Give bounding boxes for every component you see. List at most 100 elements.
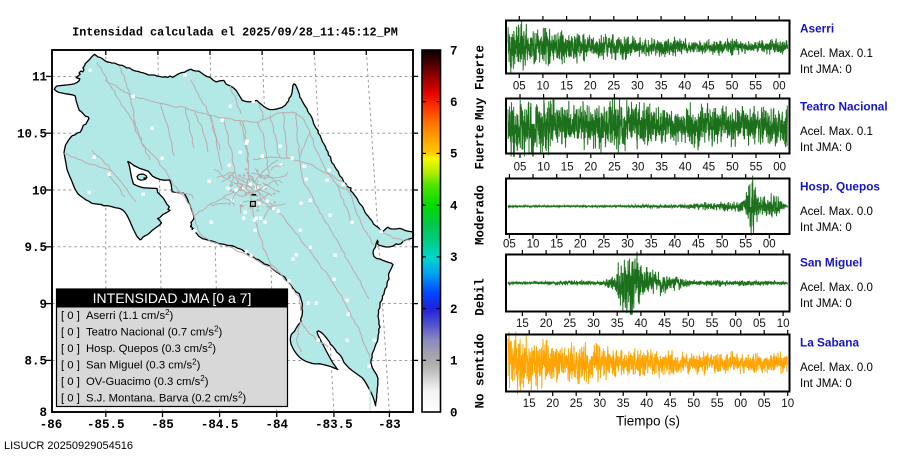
svg-text:Muy Fuerte: Muy Fuerte [474, 45, 488, 120]
svg-text:15: 15 [516, 318, 529, 330]
svg-text:Hosp. Quepos: Hosp. Quepos [800, 180, 880, 194]
svg-text:00: 00 [734, 398, 747, 410]
svg-text:45: 45 [702, 162, 715, 174]
svg-text:Acel. Max. 0.0: Acel. Max. 0.0 [800, 206, 873, 218]
svg-text:8: 8 [39, 406, 47, 420]
svg-text:05: 05 [514, 162, 527, 174]
svg-text:[ 0 ]: [ 0 ] [61, 343, 80, 355]
svg-text:S.J. Montana. Barva (0.2 cm/s2: S.J. Montana. Barva (0.2 cm/s2) [86, 391, 246, 405]
svg-text:No sentido: No sentido [474, 333, 488, 408]
svg-text:-85: -85 [151, 418, 174, 432]
svg-text:25: 25 [607, 81, 620, 93]
svg-text:55: 55 [739, 239, 752, 251]
svg-text:Teatro Nacional: Teatro Nacional [800, 100, 888, 114]
svg-text:40: 40 [640, 398, 653, 410]
svg-text:Moderado: Moderado [474, 185, 488, 245]
svg-text:20: 20 [584, 81, 597, 93]
svg-text:Debil: Debil [474, 278, 488, 316]
svg-text:Fuerte: Fuerte [474, 124, 488, 169]
svg-text:05: 05 [753, 318, 766, 330]
svg-text:20: 20 [574, 239, 587, 251]
svg-text:11: 11 [32, 71, 47, 85]
svg-text:Acel. Max. 0.0: Acel. Max. 0.0 [800, 282, 873, 294]
svg-text:55: 55 [749, 81, 762, 93]
svg-text:45: 45 [692, 239, 705, 251]
svg-text:Int JMA: 0: Int JMA: 0 [800, 298, 852, 310]
svg-text:05: 05 [758, 398, 771, 410]
svg-text:10: 10 [32, 184, 47, 198]
svg-text:40: 40 [679, 162, 692, 174]
svg-text:-84.5: -84.5 [201, 418, 239, 432]
svg-text:Aserri: Aserri [800, 22, 834, 36]
svg-text:10: 10 [537, 81, 550, 93]
svg-text:Aserri (1.1 cm/s2): Aserri (1.1 cm/s2) [86, 308, 174, 322]
svg-text:05: 05 [503, 239, 516, 251]
svg-text:8.5: 8.5 [24, 355, 47, 369]
svg-text:55: 55 [711, 398, 724, 410]
svg-text:30: 30 [621, 239, 634, 251]
svg-text:55: 55 [750, 162, 763, 174]
svg-text:La Sabana: La Sabana [800, 336, 859, 350]
svg-text:50: 50 [716, 239, 729, 251]
svg-text:-83: -83 [378, 418, 401, 432]
svg-text:20: 20 [584, 162, 597, 174]
svg-text:20: 20 [540, 318, 553, 330]
svg-text:Acel. Max. 0.1: Acel. Max. 0.1 [800, 126, 873, 138]
svg-text:6: 6 [450, 96, 458, 110]
svg-text:35: 35 [655, 81, 668, 93]
svg-text:05: 05 [513, 81, 526, 93]
svg-text:9: 9 [39, 298, 47, 312]
svg-text:25: 25 [563, 318, 576, 330]
svg-text:50: 50 [726, 162, 739, 174]
svg-text:15: 15 [523, 398, 536, 410]
svg-text:45: 45 [658, 318, 671, 330]
svg-text:30: 30 [593, 398, 606, 410]
svg-text:Int JMA: 0: Int JMA: 0 [800, 378, 852, 390]
svg-text:25: 25 [608, 162, 621, 174]
svg-text:5: 5 [450, 148, 458, 162]
svg-text:INTENSIDAD JMA [0 a 7]: INTENSIDAD JMA [0 a 7] [93, 290, 252, 306]
svg-text:00: 00 [729, 318, 742, 330]
svg-text:00: 00 [763, 239, 776, 251]
svg-text:[ 0 ]: [ 0 ] [61, 310, 80, 322]
svg-text:Int JMA: 0: Int JMA: 0 [800, 64, 852, 76]
svg-text:1: 1 [450, 355, 458, 369]
svg-text:30: 30 [587, 318, 600, 330]
svg-text:30: 30 [632, 162, 645, 174]
svg-text:50: 50 [682, 318, 695, 330]
svg-text:40: 40 [678, 81, 691, 93]
svg-text:10: 10 [777, 318, 790, 330]
svg-text:50: 50 [726, 81, 739, 93]
svg-text:[ 0 ]: [ 0 ] [61, 327, 80, 339]
svg-text:San Miguel: San Miguel [800, 256, 862, 270]
svg-text:7: 7 [450, 44, 458, 58]
svg-text:Teatro Nacional (0.7 cm/s2): Teatro Nacional (0.7 cm/s2) [86, 325, 223, 339]
svg-text:25: 25 [598, 239, 611, 251]
svg-text:0: 0 [450, 406, 458, 420]
svg-text:-83.5: -83.5 [315, 418, 353, 432]
svg-text:-85.5: -85.5 [87, 418, 125, 432]
svg-text:40: 40 [635, 318, 648, 330]
svg-text:10: 10 [537, 162, 550, 174]
svg-text:[ 0 ]: [ 0 ] [61, 360, 80, 372]
svg-text:4: 4 [450, 199, 458, 213]
svg-text:Intensidad calculada el 2025/0: Intensidad calculada el 2025/09/28_11:45… [72, 26, 398, 40]
svg-text:20: 20 [546, 398, 559, 410]
svg-text:35: 35 [617, 398, 630, 410]
svg-text:30: 30 [631, 81, 644, 93]
svg-text:00: 00 [773, 81, 786, 93]
svg-text:55: 55 [706, 318, 719, 330]
svg-text:9.5: 9.5 [24, 241, 47, 255]
svg-text:15: 15 [560, 81, 573, 93]
svg-text:35: 35 [655, 162, 668, 174]
svg-text:10: 10 [781, 398, 794, 410]
svg-text:00: 00 [773, 162, 786, 174]
svg-text:15: 15 [550, 239, 563, 251]
svg-text:35: 35 [611, 318, 624, 330]
svg-text:25: 25 [570, 398, 583, 410]
svg-text:Acel. Max. 0.1: Acel. Max. 0.1 [800, 48, 873, 60]
svg-text:10: 10 [527, 239, 540, 251]
svg-text:2: 2 [450, 303, 458, 317]
svg-text:50: 50 [687, 398, 700, 410]
svg-text:[ 0 ]: [ 0 ] [61, 376, 80, 388]
